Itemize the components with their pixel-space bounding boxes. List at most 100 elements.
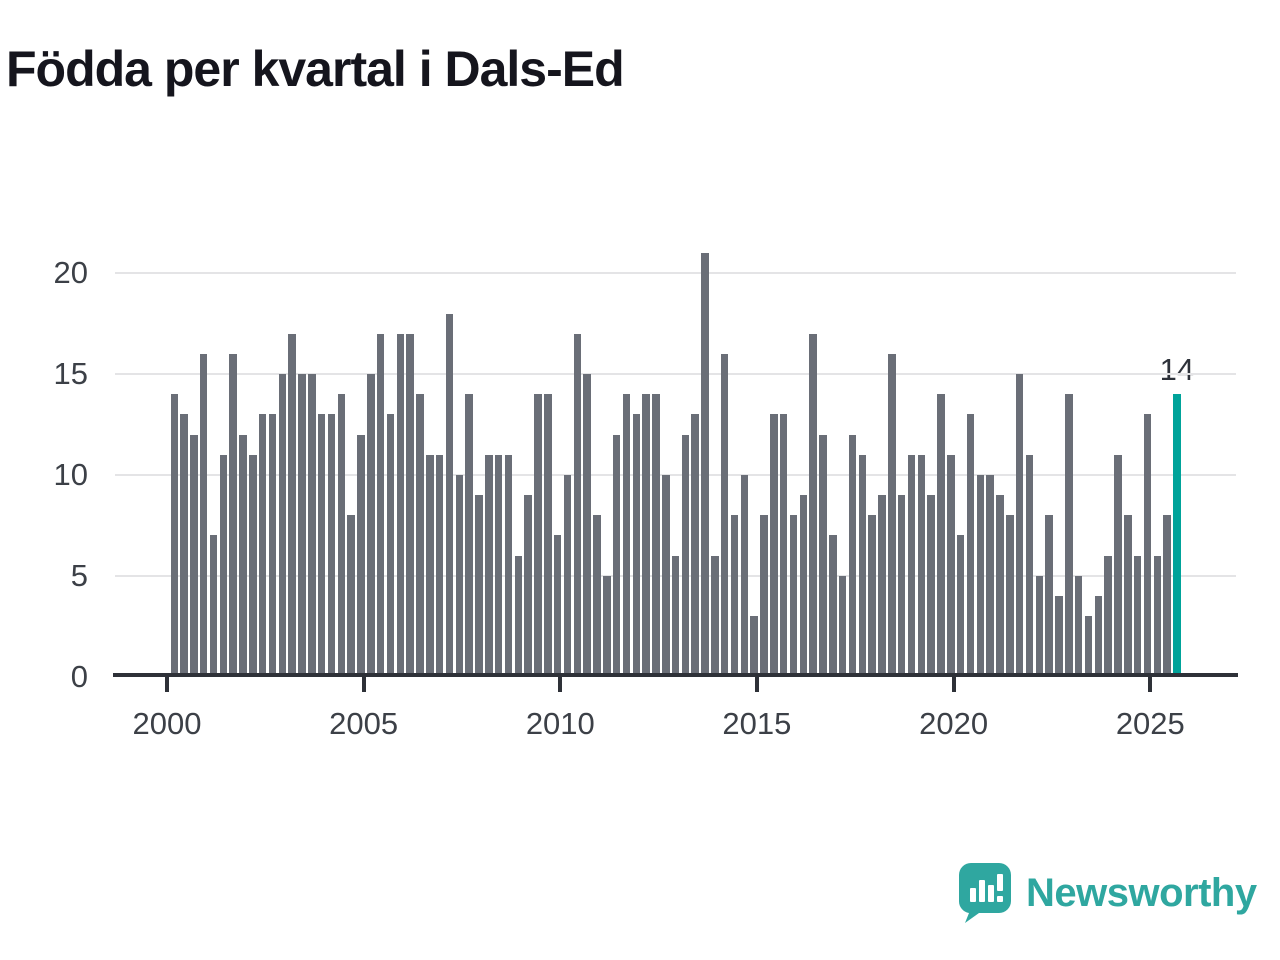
bar (1025, 454, 1034, 675)
bar (1104, 555, 1112, 675)
bar (376, 333, 385, 675)
bar (1015, 374, 1024, 675)
y-axis-tick-label: 20 (53, 255, 88, 291)
bar (209, 535, 218, 675)
y-axis-tick-label: 5 (70, 557, 88, 593)
x-axis-tick-label: 2000 (132, 706, 202, 741)
bar (308, 374, 316, 675)
bar (642, 394, 650, 675)
bar (907, 454, 916, 675)
bar (563, 474, 572, 675)
bar (730, 515, 739, 675)
bar (848, 434, 857, 675)
y-axis-tick-label: 10 (53, 456, 88, 492)
bar (524, 495, 532, 675)
x-axis-tick (951, 677, 956, 692)
newsworthy-logo-text: Newsworthy (1026, 870, 1257, 915)
bar (298, 374, 306, 675)
bar (671, 555, 680, 675)
bar (278, 374, 287, 675)
bar (888, 353, 896, 675)
bar (357, 434, 365, 675)
x-axis-tick (558, 677, 563, 692)
bar (779, 414, 788, 675)
bar (544, 394, 552, 675)
bar (249, 454, 257, 675)
bar (288, 333, 296, 675)
x-axis-tick-label: 2025 (1115, 706, 1185, 741)
bar (917, 454, 926, 675)
bar (416, 394, 424, 675)
bar (720, 353, 729, 675)
bar (1163, 515, 1171, 675)
bar (829, 535, 837, 675)
y-gridline (115, 272, 1236, 275)
chart-title: Födda per kvartal i Dals-Ed (6, 41, 625, 97)
bar (966, 414, 975, 675)
bar-highlighted (1173, 394, 1181, 675)
y-gridline (115, 373, 1236, 375)
bar (337, 394, 346, 675)
bar (485, 454, 493, 675)
bar (475, 495, 483, 675)
bar (947, 454, 955, 675)
bar (494, 454, 503, 675)
bar (956, 535, 965, 675)
bar (435, 454, 444, 675)
bar (662, 474, 670, 675)
bar (691, 414, 699, 675)
bar (711, 555, 719, 675)
y-axis-tick-label: 15 (53, 356, 88, 391)
bar (1153, 555, 1161, 675)
bar (927, 495, 935, 675)
bar (838, 575, 847, 675)
bar (170, 394, 178, 675)
bar (426, 454, 434, 675)
bar (819, 434, 827, 675)
x-axis-tick (361, 677, 366, 692)
bar (760, 515, 768, 675)
bar (603, 575, 611, 675)
bar (681, 434, 690, 675)
bar (652, 394, 660, 675)
bar (612, 434, 621, 675)
bar (937, 394, 945, 675)
bar (1094, 596, 1103, 675)
bar (701, 252, 709, 675)
bar (386, 414, 395, 675)
bar (897, 495, 906, 675)
bar (799, 495, 808, 675)
x-axis-tick-label: 2020 (919, 706, 989, 741)
bar (1133, 555, 1142, 675)
bar (553, 535, 562, 675)
bar (1035, 575, 1044, 675)
newsworthy-pin-icon (958, 863, 1011, 923)
highlight-value-label: 14 (1159, 352, 1195, 388)
bar (878, 495, 886, 675)
bar (789, 515, 798, 675)
bar (1045, 515, 1053, 675)
bar (740, 474, 749, 675)
bar (239, 434, 247, 675)
bar (622, 394, 631, 675)
bar (504, 454, 513, 675)
bar (268, 414, 277, 675)
bar (317, 414, 326, 675)
bar (809, 333, 817, 675)
bar (1006, 515, 1014, 675)
bar (1143, 414, 1152, 675)
x-axis-tick-label: 2005 (329, 706, 399, 741)
bar (573, 333, 582, 675)
bar (976, 474, 985, 675)
bar (1055, 596, 1063, 675)
bar (396, 333, 405, 675)
bar (445, 313, 454, 675)
y-axis-tick-label: 0 (70, 658, 88, 694)
y-gridline (115, 473, 1236, 476)
bar (190, 434, 198, 675)
x-axis-tick (165, 677, 169, 692)
bar (632, 414, 640, 675)
bar (327, 414, 336, 675)
bar (534, 394, 542, 675)
bar (180, 414, 188, 675)
